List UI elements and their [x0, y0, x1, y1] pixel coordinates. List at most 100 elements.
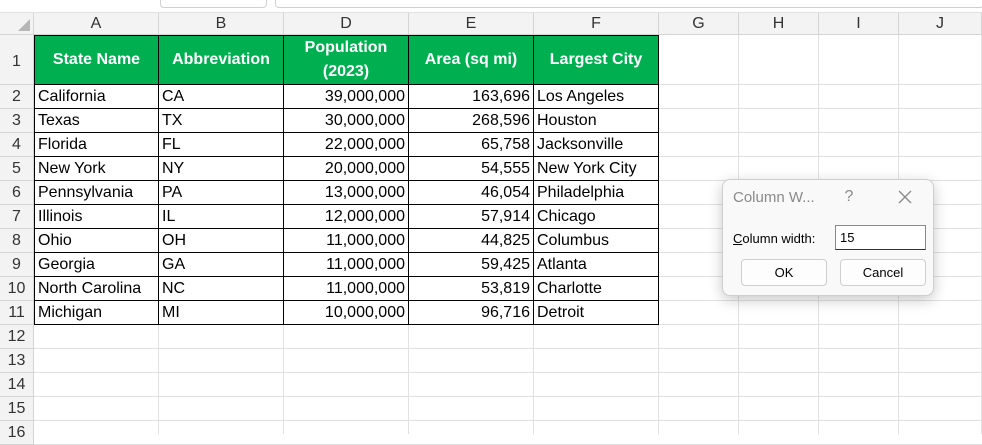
table-cell[interactable]: 57,914 [409, 205, 534, 229]
table-cell[interactable]: 44,825 [409, 229, 534, 253]
table-cell[interactable]: 65,758 [409, 133, 534, 157]
table-cell[interactable]: 59,425 [409, 253, 534, 277]
column-width-input[interactable] [835, 225, 926, 250]
table-cell[interactable]: Georgia [34, 253, 159, 277]
table-cell[interactable]: 11,000,000 [284, 253, 409, 277]
table-cell[interactable]: California [34, 85, 159, 109]
column-header-d[interactable]: D [284, 13, 409, 35]
table-cell[interactable]: Los Angeles [534, 85, 659, 109]
cancel-button[interactable]: Cancel [840, 259, 926, 286]
table-cell[interactable]: 22,000,000 [284, 133, 409, 157]
close-icon [898, 190, 912, 204]
table-cell[interactable]: Philadelphia [534, 181, 659, 205]
ok-button[interactable]: OK [741, 259, 827, 286]
table-cell[interactable]: Columbus [534, 229, 659, 253]
table-cell[interactable]: North Carolina [34, 277, 159, 301]
table-cell[interactable]: 96,716 [409, 301, 534, 325]
row-header-4[interactable]: 4 [0, 133, 34, 157]
table-cell[interactable]: 53,819 [409, 277, 534, 301]
table-cell[interactable]: 54,555 [409, 157, 534, 181]
table-cell[interactable]: 12,000,000 [284, 205, 409, 229]
row-header-12[interactable]: 12 [0, 325, 34, 349]
column-header-e[interactable]: E [409, 13, 534, 35]
select-all-corner[interactable] [0, 13, 34, 35]
ribbon-edge [0, 0, 982, 13]
header-cell[interactable]: Largest City [534, 35, 659, 85]
column-header-h[interactable]: H [739, 13, 819, 35]
table-cell[interactable]: NC [159, 277, 284, 301]
row-header-3[interactable]: 3 [0, 109, 34, 133]
column-header-a[interactable]: A [34, 13, 159, 35]
table-cell[interactable]: Texas [34, 109, 159, 133]
gridline [34, 396, 982, 397]
dialog-title: Column W... [733, 189, 815, 206]
gridline [34, 348, 982, 349]
gridline [34, 420, 982, 421]
row-header-10[interactable]: 10 [0, 277, 34, 301]
help-button[interactable]: ? [844, 188, 854, 205]
column-header-j[interactable]: J [899, 13, 982, 35]
row-header-5[interactable]: 5 [0, 157, 34, 181]
header-cell[interactable]: State Name [34, 35, 159, 85]
table-cell[interactable]: FL [159, 133, 284, 157]
table-cell[interactable]: 268,596 [409, 109, 534, 133]
table-cell[interactable]: GA [159, 253, 284, 277]
row-header-11[interactable]: 11 [0, 301, 34, 325]
table-cell[interactable]: OH [159, 229, 284, 253]
toolbar-control[interactable] [160, 0, 267, 8]
table-cell[interactable]: PA [159, 181, 284, 205]
table-cell[interactable]: Illinois [34, 205, 159, 229]
row-header-14[interactable]: 14 [0, 373, 34, 397]
table-cell[interactable]: 20,000,000 [284, 157, 409, 181]
table-cell[interactable]: 11,000,000 [284, 277, 409, 301]
row-header-2[interactable]: 2 [0, 85, 34, 109]
column-width-dialog: Column W... ? Column width: OK Cancel [722, 179, 934, 296]
table-cell[interactable]: IL [159, 205, 284, 229]
table-cell[interactable]: 10,000,000 [284, 301, 409, 325]
column-header-g[interactable]: G [659, 13, 739, 35]
table-cell[interactable]: 11,000,000 [284, 229, 409, 253]
column-header-i[interactable]: I [819, 13, 899, 35]
table-cell[interactable]: TX [159, 109, 284, 133]
table-cell[interactable]: Pennsylvania [34, 181, 159, 205]
header-text: State Name [52, 51, 141, 68]
table-cell[interactable]: 30,000,000 [284, 109, 409, 133]
table-cell[interactable]: Florida [34, 133, 159, 157]
table-cell[interactable]: Charlotte [534, 277, 659, 301]
header-text: Area (sq mi) [424, 51, 518, 68]
row-header-8[interactable]: 8 [0, 229, 34, 253]
select-all-triangle-icon [18, 19, 30, 31]
table-cell[interactable]: Chicago [534, 205, 659, 229]
table-cell[interactable]: 46,054 [409, 181, 534, 205]
table-cell[interactable]: Detroit [534, 301, 659, 325]
table-cell[interactable]: Houston [534, 109, 659, 133]
column-header-b[interactable]: B [159, 13, 284, 35]
row-header-13[interactable]: 13 [0, 349, 34, 373]
row-header-6[interactable]: 6 [0, 181, 34, 205]
row-header-1[interactable]: 1 [0, 35, 34, 85]
header-text: Population [304, 39, 388, 56]
table-cell[interactable]: New York [34, 157, 159, 181]
row-header-15[interactable]: 15 [0, 397, 34, 421]
header-cell[interactable]: Population (2023) [284, 35, 409, 85]
table-cell[interactable]: MI [159, 301, 284, 325]
header-cell[interactable]: Area (sq mi) [409, 35, 534, 85]
formula-bar[interactable] [275, 0, 982, 8]
table-cell[interactable]: 163,696 [409, 85, 534, 109]
table-cell[interactable]: 39,000,000 [284, 85, 409, 109]
table-cell[interactable]: NY [159, 157, 284, 181]
row-header-16[interactable]: 16 [0, 421, 34, 445]
table-cell[interactable]: Michigan [34, 301, 159, 325]
table-cell[interactable]: Ohio [34, 229, 159, 253]
accelerator-key: C [733, 231, 743, 246]
row-header-7[interactable]: 7 [0, 205, 34, 229]
table-cell[interactable]: Jacksonville [534, 133, 659, 157]
header-cell[interactable]: Abbreviation [159, 35, 284, 85]
close-button[interactable] [895, 187, 915, 207]
row-header-9[interactable]: 9 [0, 253, 34, 277]
table-cell[interactable]: Atlanta [534, 253, 659, 277]
table-cell[interactable]: CA [159, 85, 284, 109]
table-cell[interactable]: 13,000,000 [284, 181, 409, 205]
table-cell[interactable]: New York City [534, 157, 659, 181]
column-header-f[interactable]: F [534, 13, 659, 35]
